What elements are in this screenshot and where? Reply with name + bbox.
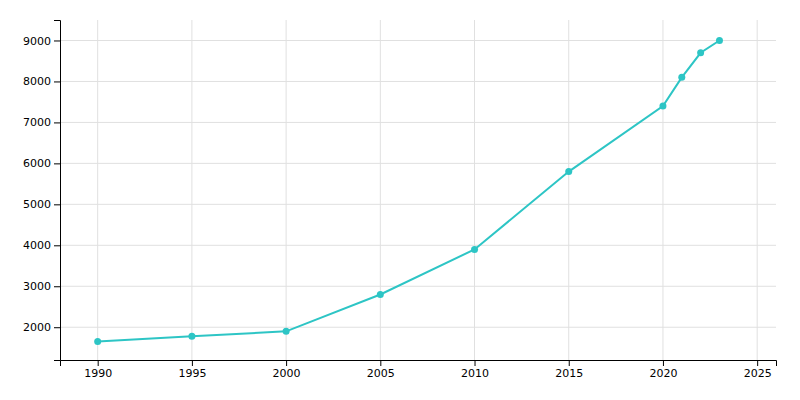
- point: [94, 338, 101, 345]
- point: [377, 291, 384, 298]
- x-tick-mark: [475, 360, 476, 366]
- y-grid-line: [60, 81, 776, 82]
- x-axis: 1990 1995 2000 2005 2010 2015 2020 2025: [61, 360, 777, 380]
- y-tick-mark: [54, 204, 60, 205]
- point: [697, 49, 704, 56]
- y-axis-line: [54, 21, 61, 361]
- y-tick: 6000: [23, 157, 60, 170]
- x-tick: 2015: [555, 360, 583, 380]
- y-tick-mark: [54, 163, 60, 164]
- grid: [60, 20, 776, 360]
- y-tick-mark: [54, 122, 60, 123]
- y-tick-label: 7000: [23, 116, 51, 129]
- y-axis: 2000 3000 4000 5000 6000 7000 8000 9000: [23, 21, 61, 361]
- x-tick-mark: [757, 360, 758, 366]
- x-axis-line: [61, 361, 777, 367]
- x-tick-label: 2025: [744, 367, 772, 380]
- x-tick-label: 2010: [461, 367, 489, 380]
- y-tick-label: 2000: [23, 321, 51, 334]
- x-tick-label: 2015: [555, 367, 583, 380]
- y-tick-label: 3000: [23, 280, 51, 293]
- chart-container: 1990 1995 2000 2005 2010 2015 2020 2025 2000 3000…: [0, 0, 800, 400]
- x-tick-label: 2000: [273, 367, 301, 380]
- y-tick: 2000: [23, 321, 60, 334]
- x-grid-line: [380, 20, 381, 360]
- point: [188, 333, 195, 340]
- y-tick: 9000: [23, 35, 60, 48]
- x-tick-mark: [380, 360, 381, 366]
- x-tick: 2005: [367, 360, 395, 380]
- y-tick-label: 4000: [23, 239, 51, 252]
- x-tick-mark: [569, 360, 570, 366]
- y-tick-label: 8000: [23, 75, 51, 88]
- x-tick-mark: [192, 360, 193, 366]
- y-tick-mark: [54, 81, 60, 82]
- point: [716, 37, 723, 44]
- x-tick: 2000: [273, 360, 301, 380]
- x-grid-line: [191, 20, 192, 360]
- x-grid-line: [757, 20, 758, 360]
- x-grid-line: [97, 20, 98, 360]
- point: [471, 246, 478, 253]
- x-tick: 2010: [461, 360, 489, 380]
- y-tick-label: 6000: [23, 157, 51, 170]
- y-grid-line: [60, 40, 776, 41]
- y-tick-mark: [54, 245, 60, 246]
- x-tick-mark: [98, 360, 99, 366]
- y-tick: 3000: [23, 280, 60, 293]
- x-tick: 1990: [84, 360, 112, 380]
- x-grid-line: [568, 20, 569, 360]
- y-grid-line: [60, 245, 776, 246]
- y-tick-mark: [54, 40, 60, 41]
- x-grid-line: [662, 20, 663, 360]
- x-tick-mark: [663, 360, 664, 366]
- y-tick-label: 5000: [23, 198, 51, 211]
- x-grid-line: [286, 20, 287, 360]
- x-tick-label: 2005: [367, 367, 395, 380]
- chart-svg: 1990 1995 2000 2005 2010 2015 2020 2025 2000 3000…: [0, 0, 800, 400]
- x-tick: 1995: [178, 360, 206, 380]
- x-grid-line: [474, 20, 475, 360]
- x-tick-label: 2020: [649, 367, 677, 380]
- plot-area: [94, 37, 723, 345]
- x-tick-label: 1990: [84, 367, 112, 380]
- y-tick: 4000: [23, 239, 60, 252]
- point: [565, 168, 572, 175]
- y-tick-label: 9000: [23, 35, 51, 48]
- x-tick: 2025: [744, 360, 772, 380]
- y-tick: 7000: [23, 116, 60, 129]
- y-tick: 5000: [23, 198, 60, 211]
- y-grid-line: [60, 122, 776, 123]
- point: [659, 103, 666, 110]
- x-tick-label: 1995: [178, 367, 206, 380]
- y-tick: 8000: [23, 75, 60, 88]
- y-grid-line: [60, 327, 776, 328]
- line: [98, 40, 720, 341]
- point: [678, 74, 685, 81]
- y-grid-line: [60, 163, 776, 164]
- x-tick: 2020: [649, 360, 677, 380]
- point: [283, 328, 290, 335]
- y-grid-line: [60, 204, 776, 205]
- y-tick-mark: [54, 286, 60, 287]
- y-tick-mark: [54, 327, 60, 328]
- x-tick-mark: [286, 360, 287, 366]
- y-grid-line: [60, 286, 776, 287]
